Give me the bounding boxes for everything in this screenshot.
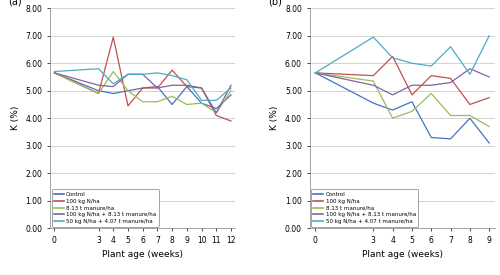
Legend: Control, 100 kg N/ha, 8.13 t manure/ha, 100 kg N/ha + 8.13 t manure/ha, 50 kg N/: Control, 100 kg N/ha, 8.13 t manure/ha, …: [52, 189, 158, 227]
Legend: Control, 100 kg N/ha, 8.13 t manure/ha, 100 kg N/ha + 8.13 t manure/ha, 50 kg N/: Control, 100 kg N/ha, 8.13 t manure/ha, …: [311, 189, 418, 227]
X-axis label: Plant age (weeks): Plant age (weeks): [102, 251, 183, 259]
Text: (a): (a): [8, 0, 22, 6]
Y-axis label: K (%): K (%): [270, 106, 280, 130]
Text: (b): (b): [268, 0, 282, 6]
Y-axis label: K (%): K (%): [11, 106, 20, 130]
X-axis label: Plant age (weeks): Plant age (weeks): [362, 251, 443, 259]
